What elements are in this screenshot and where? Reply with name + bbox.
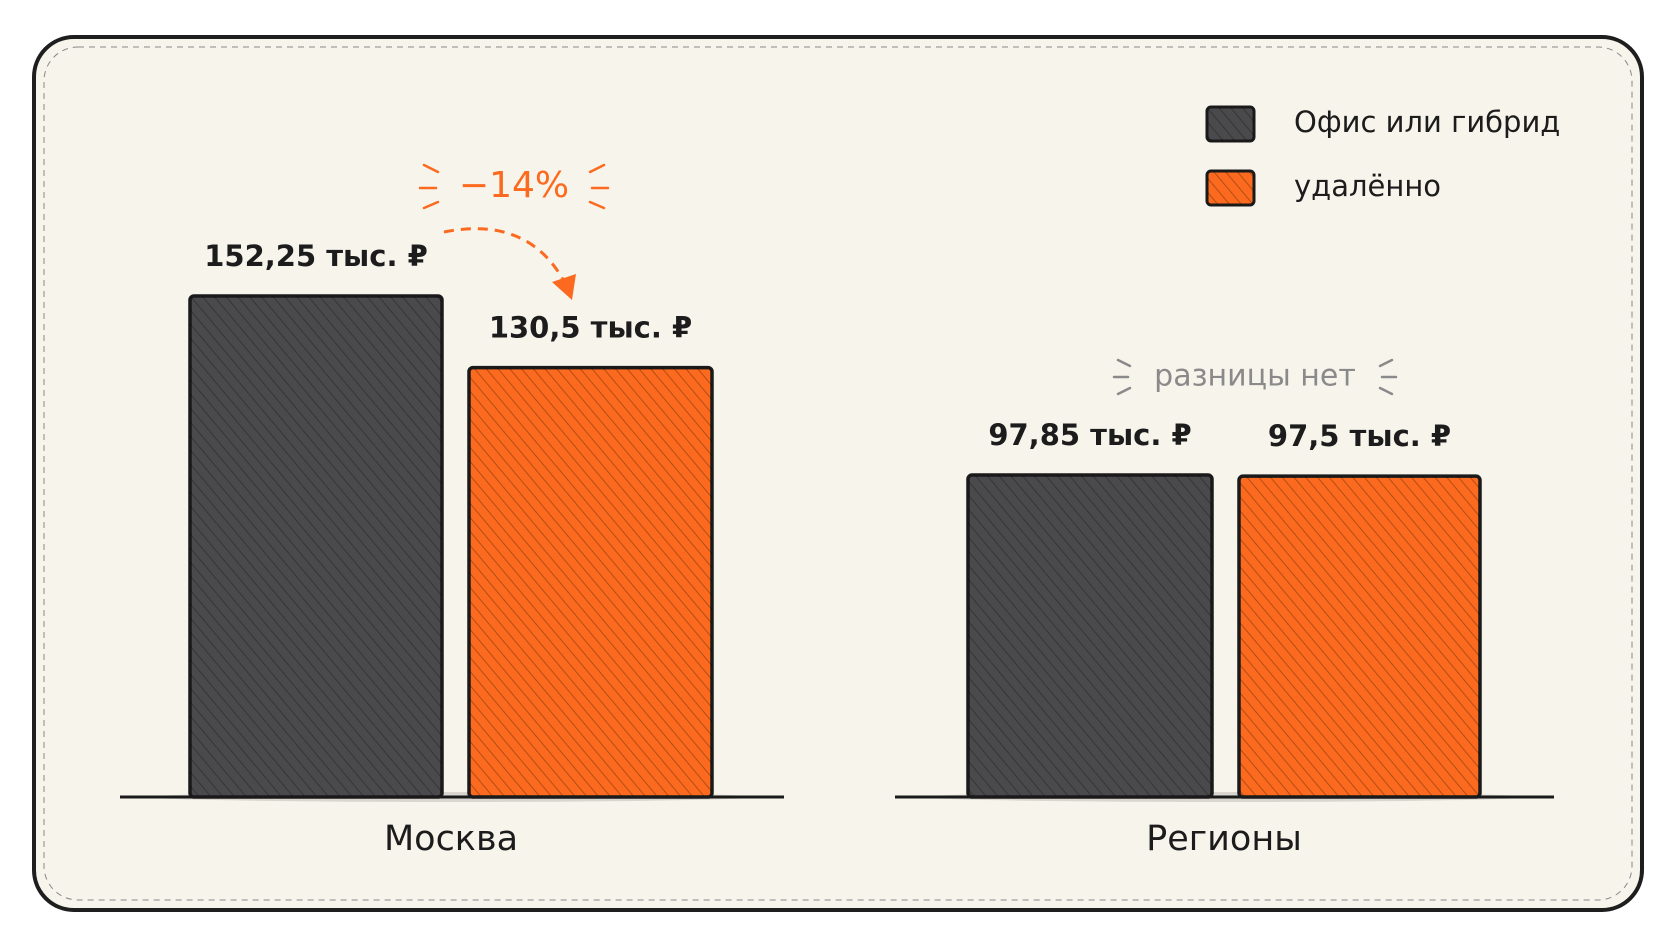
bar-hatch (1239, 476, 1480, 797)
legend-swatch-hatch (1207, 107, 1254, 141)
legend-swatch-hatch (1207, 171, 1254, 205)
annotation: разницы нет (1154, 359, 1356, 394)
decrease-annotation: −14% (418, 163, 610, 300)
legend-label: Офис или гибрид (1294, 105, 1560, 139)
no-difference-annotation: разницы нет (1112, 359, 1398, 396)
annotation: −14% (459, 165, 569, 206)
card-inner-frame (43, 46, 1633, 901)
legend-label: удалённо (1294, 169, 1441, 203)
value-label: 97,85 тыс. ₽ (988, 418, 1191, 452)
value-label: 97,5 тыс. ₽ (1268, 419, 1451, 453)
value-label: 130,5 тыс. ₽ (489, 311, 692, 345)
bar-hatch (968, 475, 1212, 797)
value-label: 152,25 тыс. ₽ (204, 239, 428, 273)
category-label: Регионы (1146, 819, 1302, 859)
category-label: Москва (384, 819, 518, 859)
bar-hatch (469, 367, 712, 797)
bar-hatch (190, 296, 442, 797)
